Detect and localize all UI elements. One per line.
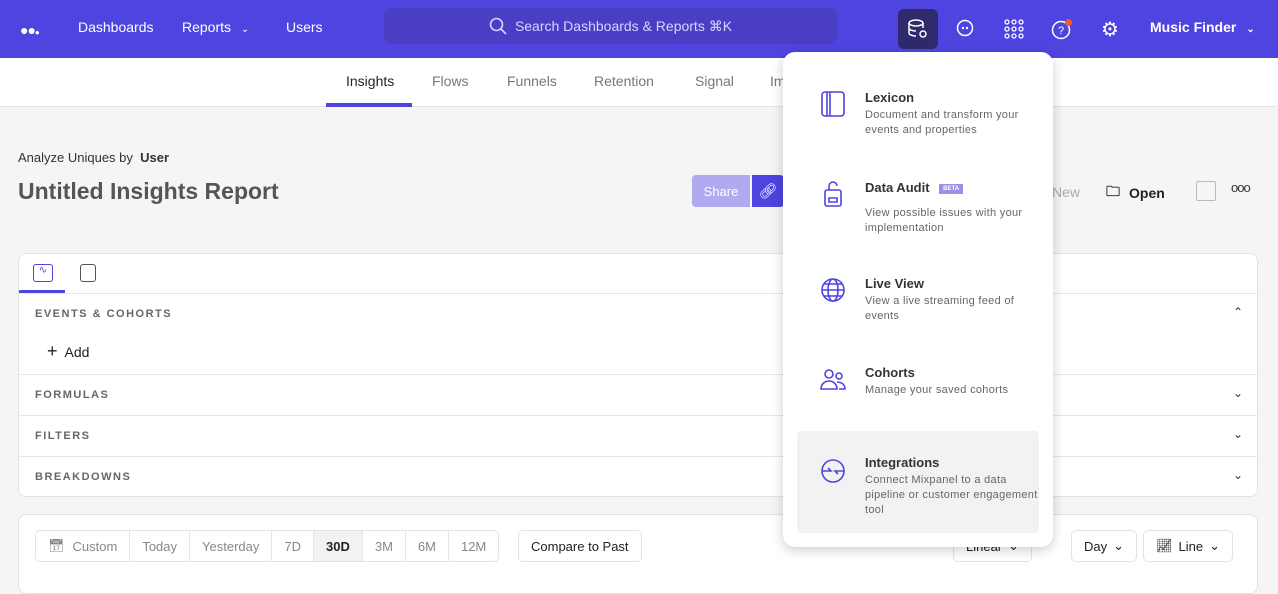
more-options-icon[interactable]: ooo — [1231, 180, 1251, 195]
chevron-down-icon: ⌄ — [1232, 386, 1243, 400]
menu-item-integrations[interactable]: Integrations Connect Mixpanel to a data … — [797, 431, 1039, 533]
analyze-label: Analyze Uniques by — [18, 150, 133, 165]
tab-retention[interactable]: Retention — [594, 73, 654, 89]
settings-gear-icon[interactable]: ⚙ — [1101, 18, 1119, 41]
share-button[interactable]: Share — [692, 175, 750, 207]
date-6m[interactable]: 6M — [406, 531, 449, 561]
profile-tab-icon[interactable] — [80, 264, 96, 282]
menu-title: Integrations — [865, 455, 940, 470]
date-range-selector: 📅︎ Custom Today Yesterday 7D 30D 3M 6M 12… — [35, 530, 500, 562]
breakdowns-label: BREAKDOWNS — [35, 471, 132, 483]
date-30d[interactable]: 30D — [313, 531, 363, 561]
top-nav: ●●● Dashboards Reports ⌄ Users Search Da… — [0, 0, 1278, 58]
date-12m[interactable]: 12M — [460, 538, 487, 554]
report-tabs: Insights Flows Funnels Retention Signal … — [0, 58, 1278, 107]
date-3m[interactable]: 3M — [363, 531, 406, 561]
analyze-value[interactable]: User — [140, 150, 170, 165]
search-placeholder: Search Dashboards & Reports ⌘K — [514, 17, 733, 34]
menu-title: Live View — [865, 276, 925, 291]
chevron-down-icon: ⌄ — [1232, 468, 1243, 482]
menu-title: Data Audit — [865, 180, 930, 195]
project-name: Music Finder — [1150, 19, 1237, 35]
chart-type-label: Line — [1178, 538, 1204, 554]
interval-label: Day — [1084, 538, 1108, 554]
date-custom[interactable]: 📅︎ Custom — [36, 531, 131, 561]
line-chart-icon: 📈︎ — [1156, 538, 1173, 553]
chevron-down-icon: ⌄ — [1232, 427, 1243, 441]
menu-desc: Connect Mixpanel to a data pipeline or c… — [865, 474, 1038, 516]
metrics-tab-indicator — [19, 290, 65, 293]
users-icon — [820, 369, 846, 390]
date-yesterday[interactable]: Yesterday — [190, 531, 273, 561]
menu-item-cohorts[interactable]: Cohorts Manage your saved cohorts — [797, 365, 1039, 415]
events-label: EVENTS & COHORTS — [35, 308, 173, 320]
chevron-down-icon: ⌄ — [240, 24, 250, 35]
data-management-menu: Lexicon Document and transform your even… — [783, 52, 1053, 547]
chevron-down-icon: ⌄ — [1246, 24, 1255, 35]
book-icon — [821, 91, 845, 117]
nav-reports-label: Reports — [182, 19, 232, 35]
chat-icon[interactable] — [946, 10, 984, 48]
active-tab-indicator — [326, 103, 412, 107]
new-button[interactable]: New — [1052, 184, 1081, 200]
nav-dashboards[interactable]: Dashboards — [78, 19, 154, 35]
calendar-icon: 📅︎ — [48, 538, 65, 553]
menu-title-row: Data Audit BETA — [865, 180, 964, 195]
compare-to-past-button[interactable]: Compare to Past — [518, 530, 642, 562]
add-to-dashboard-icon[interactable] — [1196, 181, 1216, 201]
copy-link-icon[interactable]: 🔗︎ — [752, 175, 784, 207]
analyze-by: Analyze Uniques by User — [18, 150, 169, 165]
audit-icon — [824, 181, 842, 207]
date-today[interactable]: Today — [130, 531, 191, 561]
events-cohorts-section: EVENTS & COHORTS ⌃ + Add — [19, 293, 1257, 374]
metrics-tab-icon[interactable]: ∿ — [33, 264, 53, 282]
add-label: Add — [64, 344, 90, 360]
help-icon[interactable]: ? — [1043, 10, 1081, 48]
logo[interactable]: ●●● — [20, 22, 40, 38]
menu-item-live-view[interactable]: Live View View a live streaming feed of … — [797, 276, 1039, 336]
menu-title: Lexicon — [865, 90, 915, 105]
interval-dropdown[interactable]: Day ⌄ — [1071, 530, 1138, 562]
breakdowns-section[interactable]: BREAKDOWNS ⌄ — [19, 456, 1257, 497]
menu-item-data-audit[interactable]: Data Audit BETA View possible issues wit… — [797, 180, 1039, 240]
data-management-icon[interactable] — [898, 9, 938, 49]
open-label: Open — [1129, 185, 1165, 201]
folder-icon: 🗀 — [1106, 183, 1120, 199]
tab-signal[interactable]: Signal — [695, 73, 734, 89]
nav-reports[interactable]: Reports ⌄ — [182, 19, 249, 35]
menu-item-lexicon[interactable]: Lexicon Document and transform your even… — [797, 90, 1039, 140]
menu-desc: View possible issues with your implement… — [865, 207, 1023, 234]
open-button[interactable]: 🗀 Open — [1106, 181, 1165, 205]
date-7d[interactable]: 7D — [272, 531, 314, 561]
beta-badge: BETA — [939, 184, 964, 194]
nav-users[interactable]: Users — [286, 19, 323, 35]
filters-section[interactable]: FILTERS ⌄ — [19, 415, 1257, 456]
menu-desc: Document and transform your events and p… — [865, 109, 1019, 136]
search-input[interactable]: Search Dashboards & Reports ⌘K — [384, 8, 837, 44]
project-selector[interactable]: Music Finder ⌄ — [1150, 19, 1255, 35]
custom-label: Custom — [72, 538, 118, 554]
menu-title: Cohorts — [865, 365, 915, 380]
chevron-up-icon[interactable]: ⌃ — [1232, 305, 1243, 319]
tab-flows[interactable]: Flows — [432, 73, 469, 89]
chart-type-dropdown[interactable]: 📈︎ Line ⌄ — [1143, 530, 1233, 562]
tab-impact[interactable]: Im — [770, 73, 786, 89]
plus-icon: + — [47, 341, 58, 361]
menu-desc: Manage your saved cohorts — [865, 384, 1009, 396]
svg-text:?: ? — [1058, 25, 1064, 37]
globe-icon — [821, 278, 845, 302]
tab-insights[interactable]: Insights — [346, 73, 395, 89]
search-icon — [489, 17, 507, 35]
menu-desc: View a live streaming feed of events — [865, 295, 1015, 322]
formulas-section[interactable]: FORMULAS ⌄ — [19, 374, 1257, 415]
query-builder: ∿ EVENTS & COHORTS ⌃ + Add FORMULAS ⌄ FIL… — [18, 253, 1258, 497]
integrations-icon — [821, 459, 845, 483]
apps-grid-icon[interactable] — [995, 10, 1033, 48]
report-title[interactable]: Untitled Insights Report — [18, 178, 279, 204]
add-event-button[interactable]: + Add — [47, 341, 89, 362]
filters-label: FILTERS — [35, 430, 91, 442]
formulas-label: FORMULAS — [35, 389, 110, 401]
tab-funnels[interactable]: Funnels — [507, 73, 557, 89]
